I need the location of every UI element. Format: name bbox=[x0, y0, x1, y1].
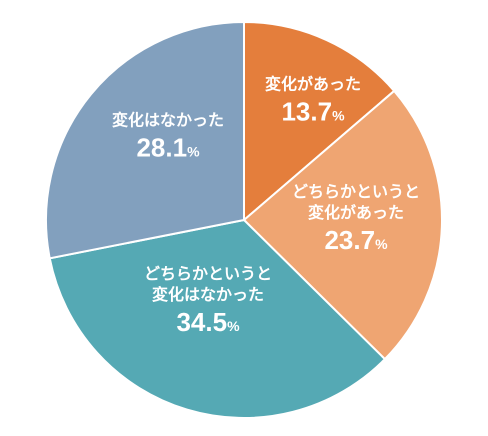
slice-value-number-4: 28.1 bbox=[136, 133, 187, 163]
pie-slice-3 bbox=[48, 218, 387, 419]
slice-value-4: 28.1% bbox=[136, 133, 200, 163]
slice-value-number-3: 34.5 bbox=[176, 307, 227, 337]
slice-label-4-line-1: 変化はなかった bbox=[112, 111, 224, 130]
slice-value-unit-2: % bbox=[375, 236, 388, 252]
slice-label-group-1: 変化があった 13.7% bbox=[265, 75, 361, 127]
slice-value-unit-4: % bbox=[187, 144, 200, 160]
slice-value-number-1: 13.7 bbox=[281, 97, 332, 127]
slice-label-2-line-1: どちらかというと bbox=[292, 182, 420, 201]
pie-slice-1 bbox=[243, 20, 396, 223]
pie-slice-2 bbox=[242, 89, 443, 361]
slice-label-3-line-2: 変化はなかった bbox=[152, 285, 264, 304]
pie-slice-4 bbox=[45, 20, 245, 260]
slice-label-group-4: 変化はなかった 28.1% bbox=[112, 111, 224, 163]
slice-value-1: 13.7% bbox=[281, 97, 345, 127]
slice-label-2-line-2: 変化があった bbox=[308, 203, 404, 222]
slice-value-unit-3: % bbox=[227, 318, 240, 334]
slice-label-1-line-1: 変化があった bbox=[265, 75, 361, 94]
slice-value-number-2: 23.7 bbox=[324, 225, 375, 255]
slice-value-3: 34.5% bbox=[176, 307, 240, 337]
slice-value-unit-1: % bbox=[332, 108, 345, 124]
slice-label-3-line-1: どちらかというと bbox=[144, 264, 272, 283]
slice-value-2: 23.7% bbox=[324, 225, 388, 255]
